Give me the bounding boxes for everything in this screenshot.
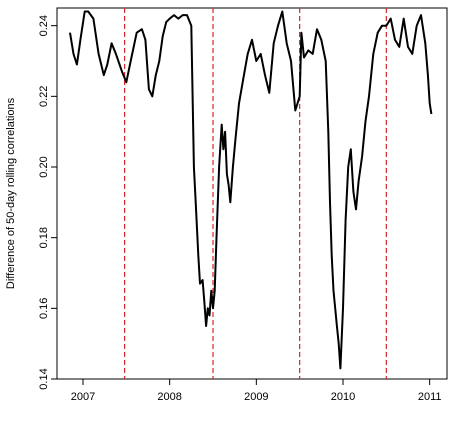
y-axis-label: Difference of 50-day rolling correlation…	[5, 97, 17, 289]
y-tick-label-4: 0.22	[38, 86, 50, 107]
x-tick-label-1: 2008	[157, 391, 181, 403]
y-tick-label-1: 0.16	[38, 298, 50, 319]
y-tick-label-3: 0.20	[38, 156, 50, 177]
y-tick-label-0: 0.14	[38, 368, 50, 389]
plot-frame	[56, 7, 448, 380]
plot-border	[56, 7, 448, 380]
series-group	[69, 10, 433, 370]
y-tick-label-5: 0.24	[38, 15, 50, 36]
x-tick-label-2: 2009	[244, 391, 268, 403]
x-tick-label-4: 2011	[418, 391, 442, 403]
vertical-reference-lines	[123, 8, 387, 379]
series-line-0	[69, 10, 433, 370]
x-tick-label-3: 2010	[331, 391, 355, 403]
x-axis: 2007 2008 2009 2010 2011	[71, 379, 442, 403]
y-tick-label-2: 0.18	[38, 227, 50, 248]
x-tick-label-0: 2007	[71, 391, 95, 403]
y-axis: 0.14 0.16 0.18 0.20 0.22 0.24	[38, 15, 57, 390]
